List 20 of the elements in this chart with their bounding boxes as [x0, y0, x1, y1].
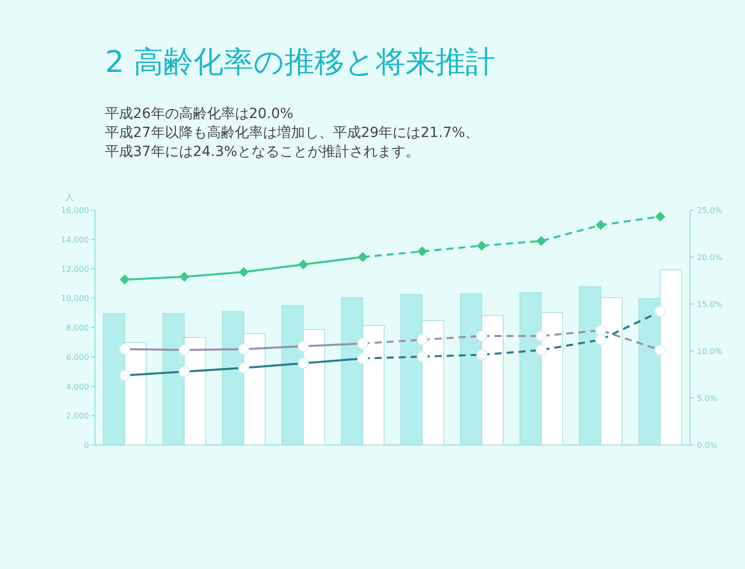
y2-tick-label: 10.0%: [697, 347, 723, 356]
y-tick-label: 14,000: [61, 235, 89, 244]
y2-tick-label: 0.0%: [697, 441, 718, 450]
y-tick-label: 12,000: [61, 264, 89, 274]
y-tick-label: 6,000: [66, 352, 89, 362]
y-tick-label: 4,000: [66, 382, 89, 392]
y-tick-label: 2,000: [66, 412, 89, 421]
y2-tick-label: 25.0%: [697, 206, 723, 215]
chart-title: 2 高齢化率の推移と将来推計: [105, 45, 496, 80]
chart-subtitle: 平成26年の高齢化率は20.0%: [105, 106, 294, 122]
y2-tick-label: 15.0%: [697, 300, 723, 309]
text: 平成27年以降も高齢化率は増加し、平成29年には21.7%、: [105, 124, 480, 141]
y-tick-label: 0: [84, 441, 89, 450]
y-tick-label: 8,000: [66, 324, 89, 332]
text: 平成37年には24.3%となることが推計されます。: [105, 144, 420, 160]
y2-tick-label: 20.0%: [697, 253, 723, 262]
y-tick-label: 16,000: [61, 206, 89, 215]
y-axis-title: 人: [65, 192, 74, 203]
y-tick-label: 10,000: [61, 294, 89, 304]
y2-tick-label: 5.0%: [697, 394, 718, 403]
